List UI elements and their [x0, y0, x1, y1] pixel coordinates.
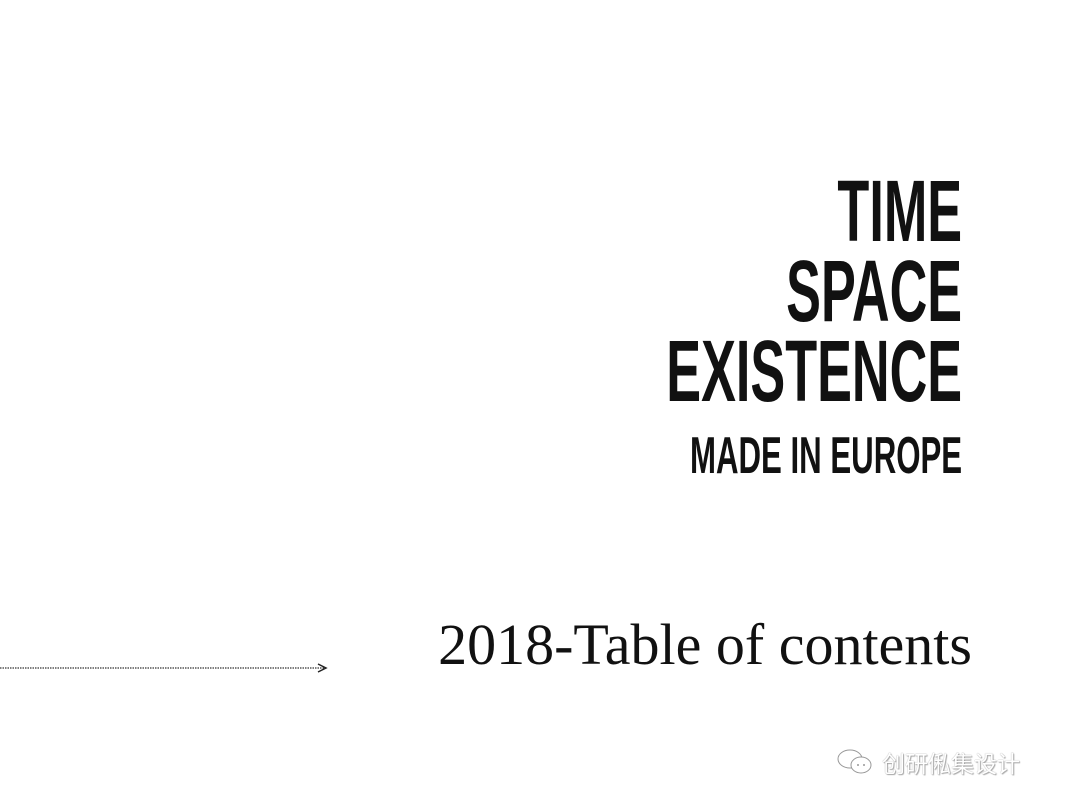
wechat-icon — [837, 749, 872, 774]
dotted-arrow-icon — [0, 663, 328, 673]
title-block: TIME SPACE EXISTENCE MADE IN EUROPE — [469, 168, 962, 482]
watermark-text: 创研俬集设计 — [882, 752, 1020, 778]
title-line-space: SPACE — [786, 243, 962, 340]
tagline: MADE IN EUROPE — [689, 427, 962, 485]
watermark: 创研俬集设计 — [836, 745, 1020, 779]
title-line-existence: EXISTENCE — [666, 323, 962, 420]
title-line-time: TIME — [837, 163, 962, 260]
subtitle: 2018-Table of contents — [438, 612, 972, 677]
